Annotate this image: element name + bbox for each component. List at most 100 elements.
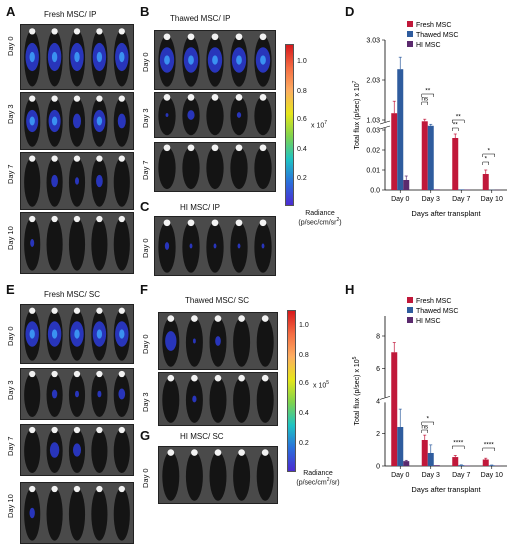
mouse-body <box>233 451 251 501</box>
bioluminescence-signal <box>51 389 58 399</box>
mouse-ear-tag <box>96 426 103 434</box>
bioluminescence-signal <box>165 113 169 117</box>
bar <box>482 459 489 466</box>
y-tick-label: 3.03 <box>366 38 380 45</box>
bar-chart-h: 0 2 4 6 8 Total flux (p/sec) x 105 Days after … <box>352 297 507 494</box>
day-label-a3: Day 10 <box>6 226 15 250</box>
y-tick-label: 2.03 <box>366 78 380 85</box>
mouse-image-f1 <box>158 372 278 426</box>
mouse-ear-tag <box>51 370 58 378</box>
mouse-ear-tag <box>167 449 175 456</box>
bioluminescence-signal <box>29 507 35 519</box>
significance-label: ns <box>421 96 429 103</box>
y-tick-label: 1.03 <box>366 118 380 125</box>
mouse-ear-tag <box>96 155 103 162</box>
mouse-ear-tag <box>118 426 125 434</box>
bar-chart-d: 0.0 0.01 0.02 0.03 1.03 2.03 3.03 Total flux (p… <box>352 21 507 218</box>
mouse-ear-tag <box>259 219 267 227</box>
colorbar-ip-tick-3: 0.4 <box>297 146 307 153</box>
bar <box>427 453 434 466</box>
y-tick-label: 8 <box>376 334 380 341</box>
mouse-image-e1 <box>20 368 134 420</box>
mouse-body <box>182 146 200 190</box>
significance-bracket <box>482 447 495 451</box>
mouse-ear-tag <box>118 155 125 162</box>
bioluminescence-signal <box>237 243 241 249</box>
mouse-ear-tag <box>167 374 175 382</box>
mouse-ear-tag <box>51 215 58 223</box>
x-axis-label: Days after transplant <box>411 485 481 494</box>
y-tick-label: 0.01 <box>366 168 380 175</box>
panel-letter-c: C <box>140 199 150 214</box>
mouse-body <box>209 377 227 423</box>
legend-label: Thawed MSC <box>416 308 458 315</box>
bar <box>397 69 404 190</box>
mouse-image-a1 <box>20 92 134 150</box>
bar <box>482 174 489 190</box>
x-tick-label: Day 0 <box>391 472 409 479</box>
mouse-image-b0 <box>154 30 276 90</box>
mouse-ear-tag <box>96 215 103 223</box>
bioluminescence-core <box>96 51 103 63</box>
mouse-body <box>113 487 130 541</box>
mouse-body <box>162 377 180 423</box>
panel-letter-h: H <box>345 282 355 297</box>
bioluminescence-core <box>164 55 170 65</box>
mouse-image-b1 <box>154 92 276 138</box>
mouse-body <box>254 146 272 190</box>
mouse-image-e2 <box>20 424 134 476</box>
mouse-body <box>206 96 224 136</box>
legend-swatch <box>407 317 413 323</box>
mouse-body <box>24 373 41 417</box>
bioluminescence-signal <box>117 113 126 129</box>
day-label-c0: Day 0 <box>141 238 150 258</box>
bioluminescence-core <box>74 329 80 339</box>
significance-label: * <box>484 156 487 163</box>
x-tick-label: Day 10 <box>481 196 503 203</box>
x-tick-label: Day 3 <box>422 196 440 203</box>
mouse-ear-tag <box>214 315 222 322</box>
bioluminescence-core <box>96 329 103 339</box>
mouse-body <box>256 377 274 423</box>
panel-title-b: Thawed MSC/ IP <box>170 14 231 23</box>
significance-bracket <box>452 127 459 131</box>
significance-label: ** <box>456 114 462 121</box>
day-label-g0: Day 0 <box>141 468 150 488</box>
bioluminescence-signal <box>215 336 221 346</box>
y-tick-label: 0.03 <box>366 128 380 135</box>
panel-letter-e: E <box>6 282 15 297</box>
mouse-ear-tag <box>51 155 58 162</box>
day-label-e1: Day 3 <box>6 380 15 400</box>
bioluminescence-signal <box>164 242 170 250</box>
mouse-ear-tag <box>163 94 171 101</box>
x-tick-label: Day 7 <box>452 196 470 203</box>
mouse-ear-tag <box>238 374 245 382</box>
mouse-body <box>91 217 108 271</box>
bioluminescence-signal <box>74 177 80 185</box>
bar <box>391 113 398 190</box>
mouse-ear-tag <box>235 144 243 152</box>
legend-label: HI MSC <box>416 318 441 325</box>
bioluminescence-core <box>119 51 125 63</box>
significance-label: ** <box>425 88 431 95</box>
bioluminescence-signal <box>192 338 196 344</box>
y-tick-label: 6 <box>376 366 380 373</box>
panel-title-c: HI MSC/ IP <box>180 203 221 212</box>
mouse-image-e0 <box>20 304 134 364</box>
mouse-ear-tag <box>118 307 125 314</box>
bioluminescence-signal <box>96 174 103 188</box>
mouse-ear-tag <box>214 449 222 456</box>
bar <box>452 138 459 190</box>
panel-letter-b: B <box>140 4 150 19</box>
bioluminescence-core <box>51 51 58 63</box>
mouse-ear-tag <box>51 95 58 102</box>
bioluminescence-signal <box>51 174 58 188</box>
mouse-body <box>256 317 274 367</box>
legend-swatch <box>407 307 413 313</box>
mouse-ear-tag <box>29 426 36 434</box>
mouse-image-c0 <box>154 216 276 276</box>
significance-bracket <box>421 429 428 433</box>
bioluminescence-signal <box>118 388 126 400</box>
mouse-ear-tag <box>261 374 269 382</box>
legend-swatch <box>407 21 413 27</box>
